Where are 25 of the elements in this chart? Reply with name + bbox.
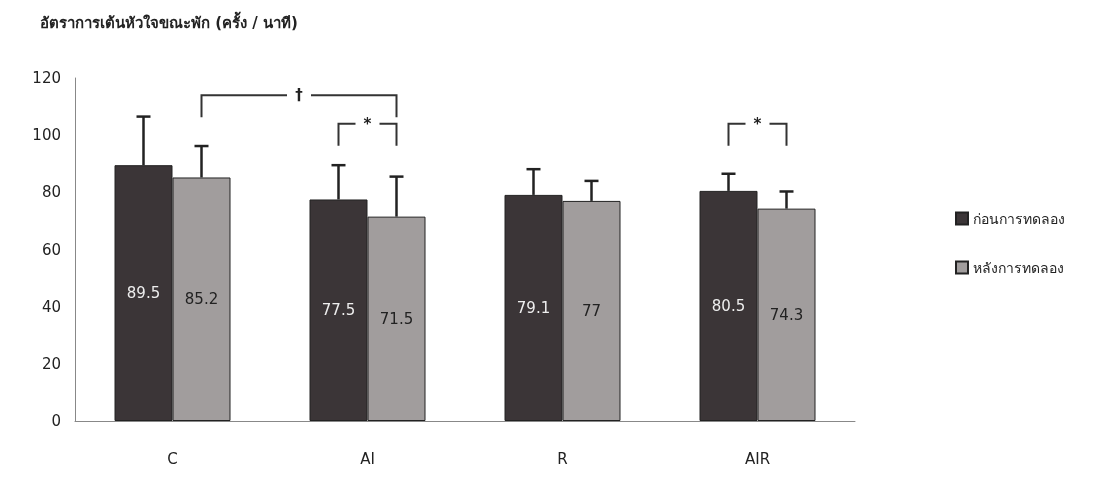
y-tick-label: 40 <box>41 297 61 316</box>
x-tick-label: C <box>167 449 178 468</box>
chart-title: อัตราการเต้นหัวใจขณะพัก (ครั้ง / นาที) <box>40 10 298 32</box>
y-tick-label: 100 <box>32 126 61 145</box>
y-tick-label: 120 <box>32 69 61 87</box>
annotation: * <box>753 114 762 133</box>
data-label: 79.1 <box>516 298 551 317</box>
data-label: 71.5 <box>379 309 414 328</box>
y-tick-label: 60 <box>41 240 61 259</box>
y-tick-label: 20 <box>41 354 61 373</box>
y-tick-label: 0 <box>51 412 61 430</box>
x-tick-label: AIR <box>744 449 771 468</box>
data-label: 77.5 <box>321 301 356 320</box>
data-label: 80.5 <box>711 296 746 315</box>
legend-label: หลังการทดลอง <box>973 259 1064 276</box>
annotation: * <box>363 114 372 133</box>
data-label: 74.3 <box>769 305 804 324</box>
y-tick-label: 80 <box>41 183 61 202</box>
legend-label: ก่อนการทดลอง <box>973 210 1065 227</box>
x-tick-label: R <box>557 449 568 468</box>
data-label: 89.5 <box>126 284 161 303</box>
data-label: 77 <box>581 301 602 320</box>
x-tick-label: AI <box>360 449 375 468</box>
annotation: † <box>295 86 304 105</box>
data-label: 85.2 <box>184 290 219 309</box>
